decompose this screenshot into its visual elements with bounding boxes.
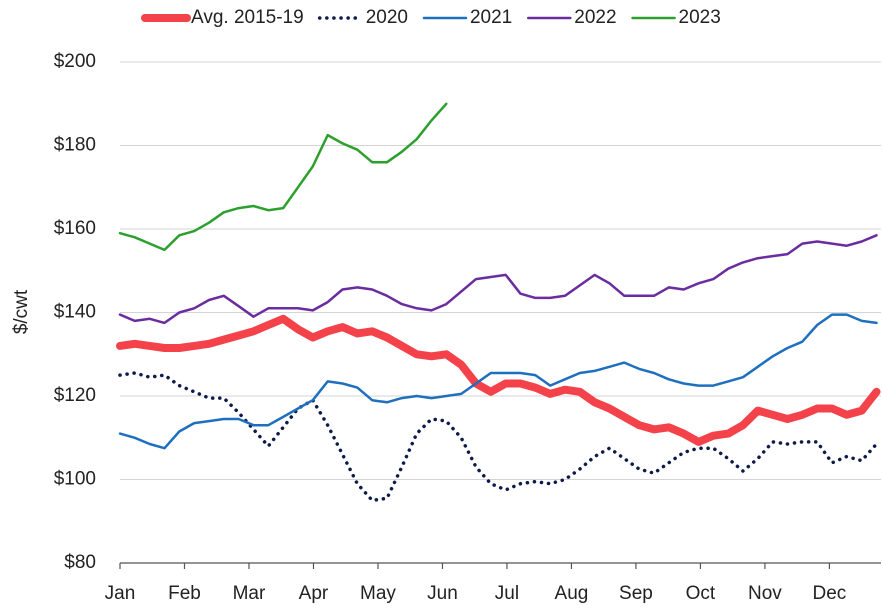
x-tick-label: Sep [619,583,653,604]
legend-label: Avg. 2015-19 [191,7,304,28]
x-tick-label: Oct [686,583,716,604]
series-line [118,234,878,325]
x-tick-label: Nov [748,583,782,604]
x-tick-label: Dec [813,583,847,604]
y-tick-label: $160 [54,218,96,239]
legend-label: 2023 [679,7,721,28]
x-tick-label: Jan [105,583,136,604]
x-tick-label: Aug [555,583,589,604]
y-tick-label: $180 [54,135,96,156]
y-tick-label: $140 [54,302,96,323]
series-line [118,102,448,252]
x-tick-label: Jun [427,583,458,604]
x-tick-label: Feb [168,583,201,604]
x-tick-label: Mar [233,583,266,604]
x-tick-label: Apr [299,583,329,604]
y-tick-label: $80 [64,552,96,573]
y-axis-label: $/cwt [11,289,32,334]
x-tick-label: Jul [495,583,519,604]
y-tick-label: $120 [54,385,96,406]
y-tick-label: $100 [54,469,96,490]
legend-label: 2021 [470,7,512,28]
series-line [118,313,878,450]
series-line [116,314,881,446]
y-tick-label: $200 [54,51,96,72]
legend-label: 2020 [366,7,408,28]
x-tick-label: May [360,583,396,604]
legend-label: 2022 [574,7,616,28]
